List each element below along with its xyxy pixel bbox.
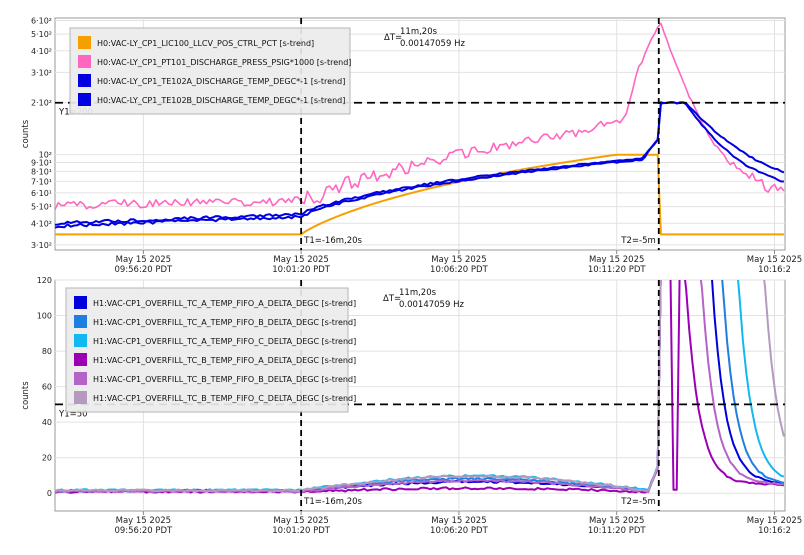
x-tick-time: 10:06:20 PDT: [430, 265, 489, 275]
y-tick-label: 120: [37, 276, 52, 285]
delta-t-value: 11m,20s: [399, 288, 437, 298]
y-tick-label: 4·10²: [31, 47, 52, 56]
x-tick-time: 10:16:2: [758, 265, 791, 275]
legend-entry: H0:VAC-LY_CP1_PT101_DISCHARGE_PRESS_PSIG…: [97, 58, 351, 67]
x-tick-date: May 15 2025: [116, 255, 171, 265]
y1-label: Y1=50: [58, 409, 88, 419]
legend-swatch: [74, 315, 87, 328]
delta-t-label: ΔT=: [383, 294, 401, 304]
legend-entry: H1:VAC-CP1_OVERFILL_TC_B_TEMP_FIFO_A_DEL…: [93, 356, 356, 365]
y-tick-label: 2·10²: [31, 99, 52, 108]
x-tick-time: 10:01:20 PDT: [272, 526, 331, 536]
series-line-1: [55, 153, 784, 236]
y-tick-label: 7·10¹: [31, 177, 52, 186]
legend-box: [65, 287, 349, 413]
x-tick-date: May 15 2025: [747, 516, 802, 526]
legend-swatch: [78, 55, 91, 68]
t1-label: T1=-16m,20s: [303, 497, 362, 507]
legend-entry: H1:VAC-CP1_OVERFILL_TC_A_TEMP_FIFO_B_DEL…: [93, 318, 356, 327]
y-tick-label: 0: [47, 489, 52, 498]
y-tick-label: 100: [37, 312, 52, 321]
legend-box: [69, 27, 351, 115]
t2-label: T2=-5m: [620, 236, 655, 246]
legend-swatch: [74, 372, 87, 385]
x-tick-time: 10:06:20 PDT: [430, 526, 489, 536]
legend-swatch: [74, 296, 87, 309]
delta-freq-value: 0.00147059 Hz: [400, 39, 465, 49]
y-tick-label: 6·10²: [31, 16, 52, 25]
legend-entry: H0:VAC-LY_CP1_TE102A_DISCHARGE_TEMP_DEGC…: [97, 77, 345, 86]
series-group: [55, 22, 785, 236]
y-tick-label: 40: [42, 418, 52, 427]
series-line-5: [55, 280, 784, 494]
delta-t-value: 11m,20s: [400, 27, 438, 37]
y-tick-label: 10²: [39, 151, 52, 160]
y-tick-label: 3·10²: [31, 68, 52, 77]
y-tick-label: 4·10²: [31, 219, 52, 228]
y-tick-label: 5·10¹: [31, 203, 52, 212]
series-group: [55, 280, 785, 494]
y-tick-label: 80: [42, 347, 52, 356]
x-tick-time: 10:11:20 PDT: [588, 265, 647, 275]
y-axis-label: counts: [21, 119, 31, 148]
legend-entry: H1:VAC-CP1_OVERFILL_TC_A_TEMP_FIFO_A_DEL…: [93, 299, 356, 308]
legend-swatch: [78, 74, 91, 87]
y-tick-label: 5·10²: [31, 30, 52, 39]
x-tick-time: 09:56:20 PDT: [114, 526, 173, 536]
legend: H0:VAC-LY_CP1_LIC100_LLCV_POS_CTRL_PCT […: [69, 27, 351, 115]
legend-swatch: [74, 334, 87, 347]
series-line-6: [55, 280, 785, 493]
y-axis-label: counts: [21, 381, 31, 410]
t1-label: T1=-16m,20s: [303, 236, 362, 246]
y-tick-label: 6·10¹: [31, 189, 52, 198]
delta-t-label: ΔT=: [384, 33, 402, 43]
x-tick-date: May 15 2025: [431, 255, 486, 265]
series-line-4: [55, 101, 784, 229]
y-tick-label: 8·10¹: [31, 167, 52, 176]
x-tick-date: May 15 2025: [431, 516, 486, 526]
x-tick-date: May 15 2025: [116, 516, 171, 526]
legend-entry: H0:VAC-LY_CP1_TE102B_DISCHARGE_TEMP_DEGC…: [97, 96, 345, 105]
legend-swatch: [74, 353, 87, 366]
y-tick-label: 9·10¹: [31, 159, 52, 168]
legend: H1:VAC-CP1_OVERFILL_TC_A_TEMP_FIFO_A_DEL…: [65, 287, 356, 413]
x-tick-date: May 15 2025: [589, 255, 644, 265]
y-tick-label: 3·10²: [31, 241, 52, 250]
y-tick-label: 20: [42, 454, 52, 463]
y-tick-label: 60: [42, 383, 52, 392]
x-tick-date: May 15 2025: [747, 255, 802, 265]
legend-swatch: [74, 391, 87, 404]
x-tick-time: 10:11:20 PDT: [588, 526, 647, 536]
series-line-2: [55, 22, 785, 210]
legend-entry: H1:VAC-CP1_OVERFILL_TC_B_TEMP_FIFO_B_DEL…: [93, 375, 356, 384]
x-tick-time: 10:01:20 PDT: [272, 265, 331, 275]
legend-entry: H1:VAC-CP1_OVERFILL_TC_A_TEMP_FIFO_C_DEL…: [93, 337, 356, 346]
x-tick-date: May 15 2025: [273, 255, 328, 265]
legend-swatch: [78, 93, 91, 106]
legend-swatch: [78, 36, 91, 49]
t2-label: T2=-5m: [620, 497, 655, 507]
legend-entry: H1:VAC-CP1_OVERFILL_TC_B_TEMP_FIFO_C_DEL…: [93, 394, 356, 403]
delta-freq-value: 0.00147059 Hz: [399, 300, 464, 310]
x-tick-time: 09:56:20 PDT: [114, 265, 173, 275]
x-tick-time: 10:16:2: [758, 526, 791, 536]
x-tick-date: May 15 2025: [589, 516, 644, 526]
legend-entry: H0:VAC-LY_CP1_LIC100_LLCV_POS_CTRL_PCT […: [97, 39, 314, 48]
x-tick-date: May 15 2025: [273, 516, 328, 526]
